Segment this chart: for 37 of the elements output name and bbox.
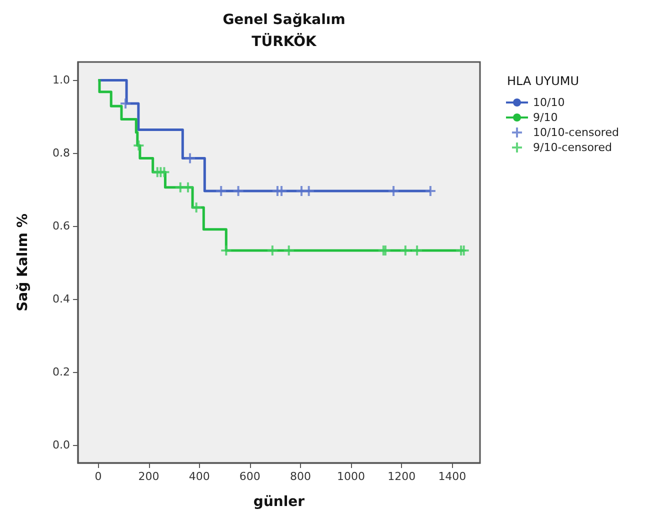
x-tick-label: 600: [239, 470, 260, 483]
x-tick-label: 800: [290, 470, 311, 483]
point: [221, 245, 232, 256]
x-tick-label: 1000: [337, 470, 366, 483]
y-tick-label: 0.6: [52, 220, 70, 233]
x-tick-label: 400: [188, 470, 210, 483]
point: [134, 140, 144, 150]
chart-subtitle: TÜRKÖK: [252, 33, 318, 50]
x-axis-title: günler: [253, 494, 305, 510]
y-tick-label: 0.4: [52, 292, 70, 306]
x-tick-label: 1200: [388, 470, 416, 483]
legend-label: 9/10-censored: [533, 141, 612, 154]
y-axis-title: Sağ Kalım %: [15, 214, 31, 312]
x-tick-label: 200: [138, 470, 160, 483]
legend-label: 10/10: [533, 96, 565, 109]
point: [267, 245, 278, 256]
point: [284, 245, 294, 256]
point: [425, 186, 436, 196]
point: [191, 202, 202, 212]
x-tick-label: 1400: [438, 470, 466, 483]
y-tick-label: 0.0: [52, 438, 70, 452]
y-tick-label: 0.8: [52, 146, 70, 160]
point: [185, 153, 196, 164]
legend-title: HLA UYUMU: [507, 74, 580, 88]
y-tick-label: 1.0: [52, 74, 70, 87]
legend-label: 9/10: [533, 111, 558, 124]
point: [120, 98, 131, 109]
legend-label: 10/10-censored: [533, 126, 619, 139]
point: [233, 186, 244, 196]
point: [182, 182, 193, 192]
point: [388, 186, 399, 196]
point: [412, 245, 422, 256]
y-tick-label: 0.2: [52, 365, 70, 378]
chart-title: Genel Sağkalım: [222, 12, 346, 28]
x-tick-label: 0: [94, 470, 102, 483]
point: [400, 245, 410, 256]
point: [216, 186, 226, 196]
